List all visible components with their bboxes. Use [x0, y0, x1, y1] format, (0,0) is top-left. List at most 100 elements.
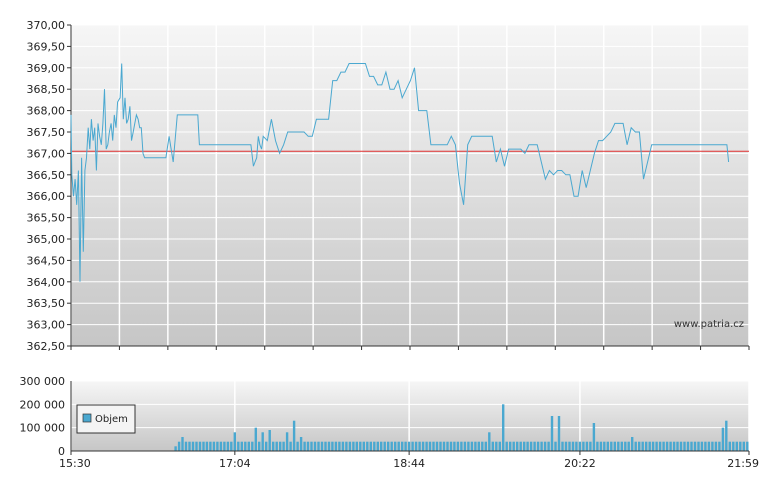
- volume-bar: [261, 432, 264, 451]
- volume-bar: [707, 441, 711, 451]
- price-y-axis: 370,00 369,50 369,00 368,50 368,00 367,50 367,…: [27, 19, 72, 353]
- volume-bar: [718, 441, 721, 451]
- volume-bar: [495, 441, 498, 451]
- volume-bar: [341, 441, 345, 451]
- volume-bar: [387, 441, 390, 451]
- volume-bar: [463, 441, 467, 451]
- volume-bar: [711, 441, 714, 451]
- volume-bar: [439, 441, 442, 451]
- volume-bar: [237, 441, 240, 451]
- volume-bar: [446, 441, 449, 451]
- volume-bar: [690, 441, 693, 451]
- price-ytick-label: 364,00: [27, 276, 66, 289]
- volume-bar: [299, 437, 303, 451]
- volume-bar: [547, 441, 550, 451]
- volume-bar: [338, 441, 341, 451]
- volume-bar: [195, 441, 198, 451]
- volume-xtick-label: 20:22: [564, 457, 596, 470]
- legend-swatch: [82, 413, 92, 423]
- volume-bar: [571, 441, 575, 451]
- legend-label: Objem: [95, 414, 128, 425]
- price-ytick-label: 363,00: [27, 319, 66, 332]
- volume-bar: [401, 441, 404, 451]
- volume-bar: [310, 441, 313, 451]
- volume-bar: [627, 441, 630, 451]
- volume-bar: [411, 441, 414, 451]
- volume-bar: [380, 441, 383, 451]
- volume-bar: [665, 441, 669, 451]
- volume-bar: [282, 441, 285, 451]
- volume-bar: [554, 441, 557, 451]
- volume-bar: [254, 427, 257, 451]
- volume-ytick-label: 200 000: [20, 398, 66, 411]
- volume-panel: 300 000 200 000 100 000 0 15:30 17:04 18:44 20…: [20, 375, 760, 470]
- volume-bar: [620, 441, 623, 451]
- volume-bar: [645, 441, 648, 451]
- volume-xtick-label: 15:30: [59, 457, 91, 470]
- volume-bar: [188, 441, 191, 451]
- volume-bar: [449, 441, 453, 451]
- volume-bar: [732, 441, 735, 451]
- volume-bar: [240, 441, 243, 451]
- volume-bar: [425, 441, 428, 451]
- volume-bar: [679, 441, 683, 451]
- volume-bar: [352, 441, 355, 451]
- price-ytick-label: 368,50: [27, 83, 66, 96]
- price-ytick-label: 369,00: [27, 62, 66, 75]
- volume-bar: [303, 441, 306, 451]
- volume-bar: [509, 441, 512, 451]
- price-panel: 370,00 369,50 369,00 368,50 368,00 367,50 367,…: [27, 19, 750, 353]
- volume-ytick-label: 0: [58, 445, 65, 458]
- price-ytick-label: 367,00: [27, 147, 66, 160]
- volume-bar: [233, 432, 236, 451]
- volume-bar: [244, 441, 247, 451]
- volume-bar: [296, 441, 299, 451]
- volume-bar: [345, 441, 348, 451]
- volume-bar: [721, 427, 725, 451]
- price-ytick-label: 365,50: [27, 212, 66, 225]
- volume-y-axis: 300 000 200 000 100 000 0: [20, 375, 72, 458]
- volume-bar: [230, 441, 233, 451]
- volume-bar: [456, 441, 460, 451]
- volume-bar: [725, 420, 728, 451]
- volume-bar: [557, 416, 561, 451]
- volume-bar: [383, 441, 386, 451]
- volume-plot-area: [71, 381, 749, 451]
- price-ytick-label: 367,50: [27, 126, 66, 139]
- volume-bar: [651, 441, 655, 451]
- volume-bar: [502, 404, 505, 451]
- volume-bar: [728, 441, 731, 451]
- volume-bar: [317, 441, 320, 451]
- volume-bar: [394, 441, 397, 451]
- volume-bar: [655, 441, 658, 451]
- price-grid: [70, 24, 750, 347]
- volume-legend: Objem: [76, 404, 136, 434]
- volume-bar: [324, 441, 327, 451]
- volume-bar: [624, 441, 627, 451]
- volume-bar: [348, 441, 352, 451]
- volume-bar: [223, 441, 226, 451]
- volume-bar: [306, 441, 310, 451]
- volume-bar: [209, 441, 212, 451]
- volume-bar: [529, 441, 533, 451]
- volume-bar: [219, 441, 223, 451]
- volume-bar: [421, 441, 425, 451]
- volume-bar: [279, 441, 282, 451]
- volume-bar: [589, 441, 592, 451]
- volume-bar: [606, 441, 609, 451]
- volume-bar: [543, 441, 547, 451]
- price-ytick-label: 362,50: [27, 340, 66, 353]
- volume-bar: [320, 441, 324, 451]
- volume-bar: [746, 441, 749, 451]
- volume-bar: [435, 441, 439, 451]
- volume-bar: [672, 441, 676, 451]
- volume-bar: [327, 441, 331, 451]
- volume-bar: [662, 441, 665, 451]
- volume-bar: [585, 441, 589, 451]
- volume-bar: [265, 441, 268, 451]
- volume-bar: [397, 441, 400, 451]
- volume-xtick-label: 21:59: [727, 457, 759, 470]
- volume-bar: [683, 441, 686, 451]
